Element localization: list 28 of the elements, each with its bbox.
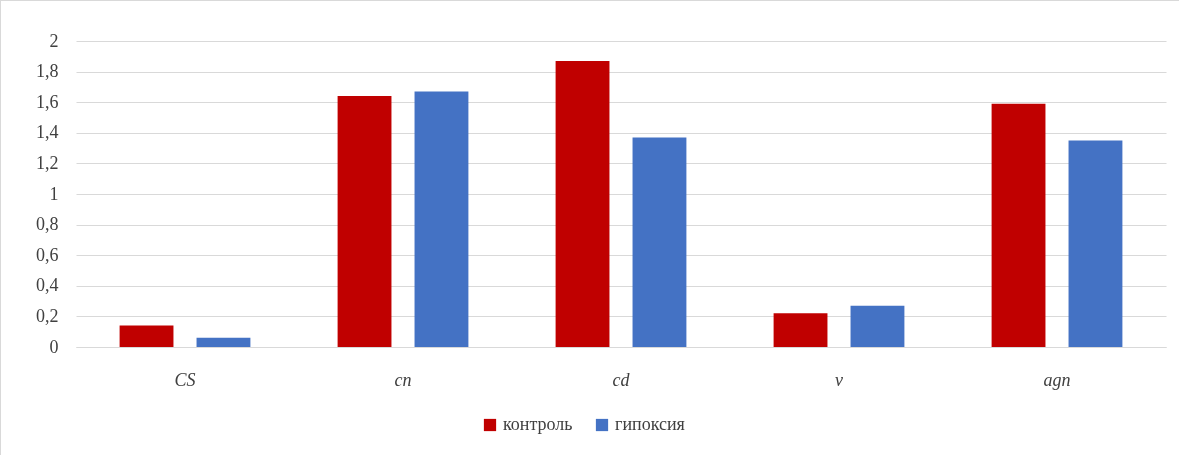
bar	[337, 96, 392, 347]
y-tick-label: 1	[49, 183, 59, 204]
bar	[414, 91, 469, 347]
bar	[196, 337, 251, 347]
x-tick-label: cd	[612, 369, 631, 390]
x-tick-label: v	[835, 369, 843, 390]
x-tick-label: CS	[174, 369, 196, 390]
bar	[773, 313, 828, 347]
bar	[991, 103, 1046, 347]
y-tick-label: 1,2	[36, 152, 59, 173]
y-tick-label: 0,8	[36, 214, 59, 235]
bar	[1068, 140, 1123, 347]
y-tick-label: 0	[49, 336, 59, 357]
bar	[555, 60, 610, 347]
bar	[119, 325, 174, 347]
y-tick-label: 0,4	[36, 275, 59, 296]
y-tick-label: 0,2	[36, 305, 59, 326]
x-tick-label: agn	[1043, 369, 1071, 390]
bar	[850, 305, 905, 347]
x-tick-label: cn	[394, 369, 412, 390]
y-tick-label: 2	[49, 30, 59, 51]
y-tick-label: 1,8	[36, 61, 59, 82]
y-tick-label: 1,4	[36, 122, 59, 143]
legend-label: гипоксия	[615, 414, 685, 434]
y-tick-label: 0,6	[36, 244, 59, 265]
y-tick-label: 1,6	[36, 91, 59, 112]
bar	[632, 137, 687, 347]
legend-label: контроль	[503, 414, 573, 434]
